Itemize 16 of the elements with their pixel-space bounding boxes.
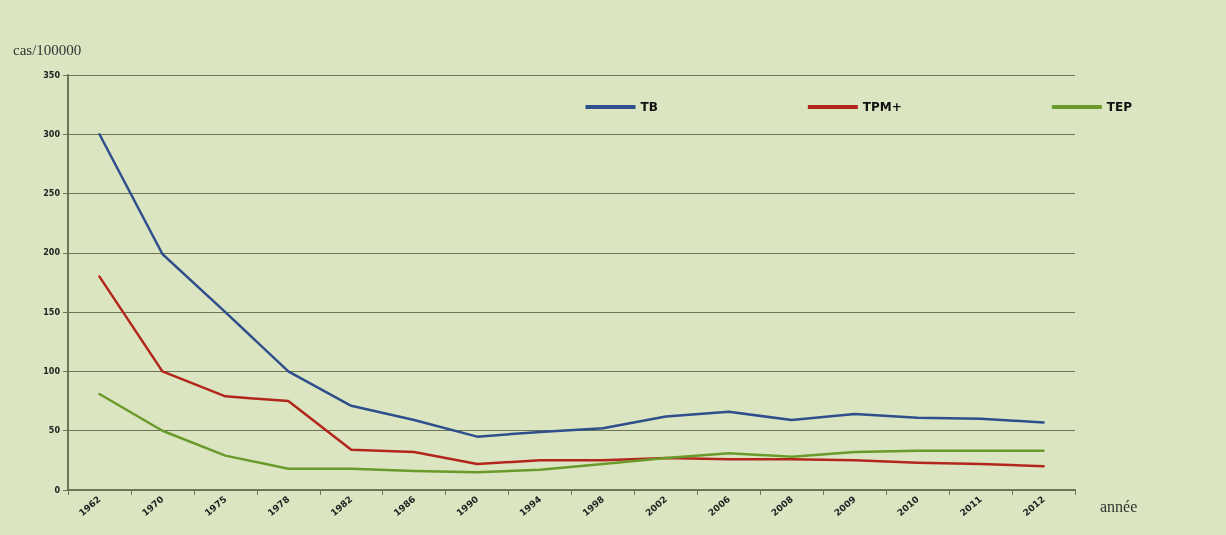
legend-label: TEP	[1106, 100, 1133, 114]
line-series	[98, 133, 1045, 438]
y-tick-label: 200	[43, 248, 61, 258]
legend-label: TPM+	[862, 100, 902, 114]
line-series	[98, 392, 1045, 474]
y-tick-label: 150	[43, 307, 61, 317]
y-tick-label: 250	[43, 189, 61, 199]
y-tick-label: 50	[48, 426, 61, 436]
y-tick-label: 0	[54, 485, 61, 495]
y-tick-label: 350	[43, 70, 61, 80]
y-tick-label: 100	[43, 366, 61, 376]
line-series	[98, 275, 1045, 468]
y-axis-title: cas/100000	[13, 41, 82, 58]
x-axis-title: année	[1100, 497, 1138, 515]
legend-label: TB	[640, 100, 658, 114]
y-tick-label: 300	[43, 129, 61, 139]
